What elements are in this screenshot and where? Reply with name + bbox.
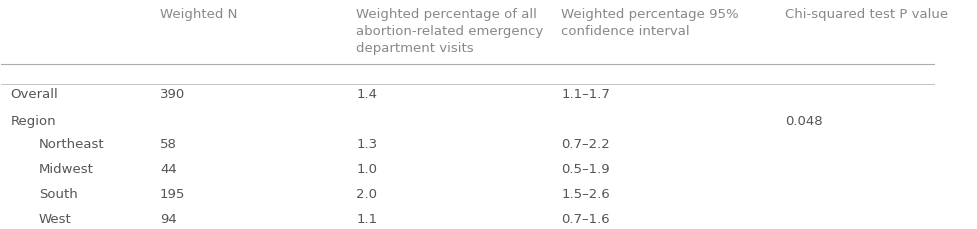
Text: Northeast: Northeast	[39, 137, 105, 150]
Text: 58: 58	[160, 137, 177, 150]
Text: 0.7–2.2: 0.7–2.2	[561, 137, 610, 150]
Text: 1.0: 1.0	[356, 162, 377, 175]
Text: Chi-squared test P value: Chi-squared test P value	[785, 8, 948, 21]
Text: South: South	[39, 187, 77, 200]
Text: 1.3: 1.3	[356, 137, 377, 150]
Text: 1.1–1.7: 1.1–1.7	[561, 88, 610, 101]
Text: West: West	[39, 212, 71, 225]
Text: 1.1: 1.1	[356, 212, 377, 225]
Text: Region: Region	[11, 115, 57, 128]
Text: 1.5–2.6: 1.5–2.6	[561, 187, 610, 200]
Text: 0.7–1.6: 0.7–1.6	[561, 212, 610, 225]
Text: 1.4: 1.4	[356, 88, 377, 101]
Text: 390: 390	[160, 88, 185, 101]
Text: 0.048: 0.048	[785, 115, 823, 128]
Text: Weighted percentage 95%
confidence interval: Weighted percentage 95% confidence inter…	[561, 8, 739, 38]
Text: Midwest: Midwest	[39, 162, 94, 175]
Text: 195: 195	[160, 187, 186, 200]
Text: 94: 94	[160, 212, 177, 225]
Text: Overall: Overall	[11, 88, 59, 101]
Text: 0.5–1.9: 0.5–1.9	[561, 162, 610, 175]
Text: Weighted N: Weighted N	[160, 8, 237, 21]
Text: 2.0: 2.0	[356, 187, 377, 200]
Text: 44: 44	[160, 162, 177, 175]
Text: Weighted percentage of all
abortion-related emergency
department visits: Weighted percentage of all abortion-rela…	[356, 8, 543, 55]
